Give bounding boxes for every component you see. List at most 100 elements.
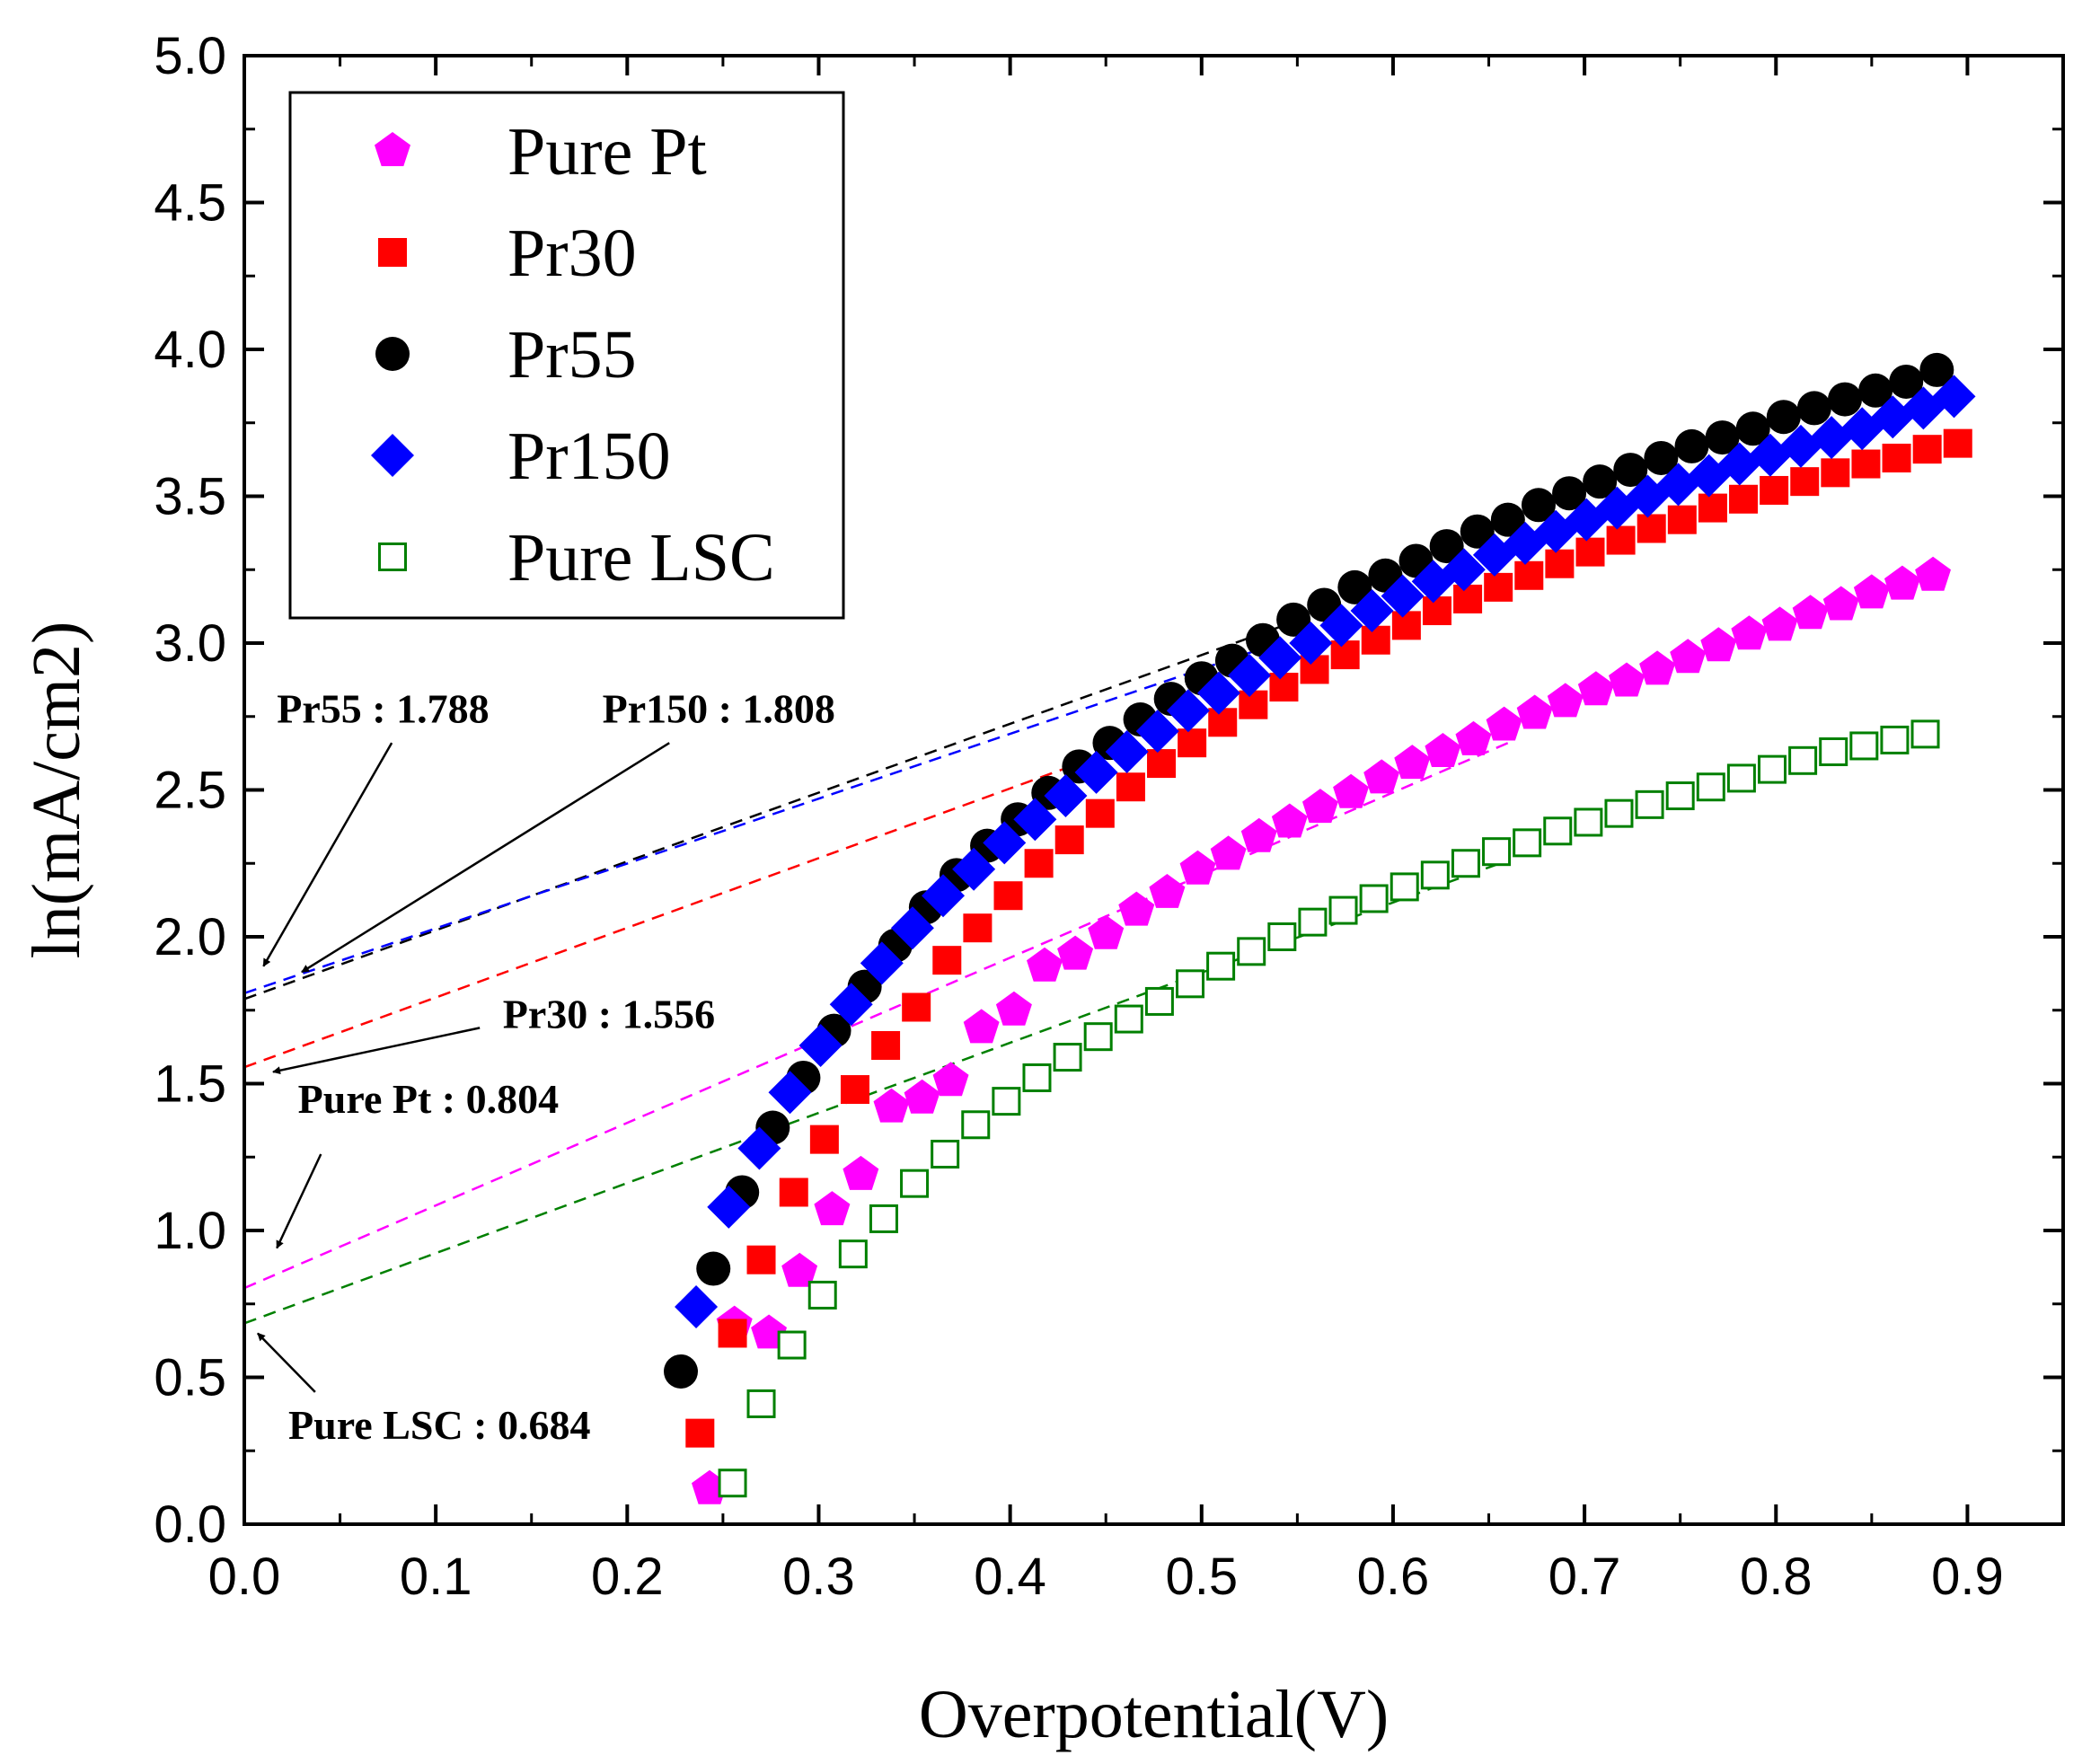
data-point (1178, 728, 1207, 758)
data-point (1490, 502, 1525, 537)
annotation-pr30: Pr30 : 1.556 (272, 991, 715, 1075)
data-point (1915, 556, 1951, 591)
data-point (1910, 719, 1940, 749)
y-tick-label: 4.5 (154, 174, 226, 233)
annotation-arrow (257, 1332, 316, 1393)
data-point (1228, 653, 1272, 697)
annotation-pr150: Pr150 : 1.808 (301, 685, 835, 974)
data-point (1420, 860, 1450, 890)
data-point (1276, 602, 1311, 637)
data-point (1210, 835, 1247, 870)
data-point (1057, 935, 1094, 970)
data-point (1391, 611, 1421, 640)
data-point (1350, 589, 1394, 633)
x-tick-label: 0.9 (1931, 1548, 2004, 1606)
data-point (1269, 673, 1299, 702)
data-point (1696, 772, 1725, 802)
data-point (1698, 493, 1727, 523)
legend-label: Pure Pt (507, 114, 707, 190)
data-point (1118, 891, 1155, 926)
annotation-label: Pure LSC : 0.684 (288, 1402, 591, 1448)
annotation-pure-lsc: Pure LSC : 0.684 (257, 1332, 591, 1448)
data-point (1442, 548, 1486, 592)
data-point (1390, 872, 1419, 902)
x-tick-label: 0.2 (591, 1548, 664, 1606)
data-point (1851, 449, 1881, 479)
data-point (1455, 720, 1492, 755)
data-point (1516, 694, 1553, 729)
data-point (1858, 373, 1893, 408)
data-point (961, 1110, 991, 1140)
data-point (1882, 443, 1911, 472)
legend-item-pr55: Pr55 (375, 317, 637, 392)
data-point (963, 1009, 1000, 1044)
legend-marker (378, 542, 407, 571)
y-tick-label: 5.0 (154, 27, 226, 85)
data-point (1810, 416, 1854, 460)
data-point (1460, 514, 1495, 549)
y-tick-label: 4.0 (154, 321, 226, 379)
data-point (992, 1087, 1021, 1116)
data-point (1298, 907, 1328, 937)
data-point (1761, 606, 1798, 641)
data-point (1943, 428, 1972, 458)
data-point (1583, 464, 1618, 499)
annotation-label: Pr30 : 1.556 (503, 991, 715, 1036)
data-point (902, 992, 931, 1022)
annotation-pr55: Pr55 : 1.788 (262, 685, 490, 967)
data-point (904, 1079, 940, 1114)
data-point (1176, 969, 1204, 999)
x-tick-label: 0.1 (400, 1548, 472, 1606)
legend-marker (378, 238, 407, 267)
data-point (1237, 937, 1266, 966)
data-point (685, 1418, 715, 1448)
data-point (1644, 440, 1679, 475)
data-point (1665, 781, 1695, 811)
data-point (1705, 420, 1740, 455)
data-point (1239, 690, 1268, 719)
data-point (1514, 560, 1544, 590)
annotation-label: Pure Pt : 0.804 (298, 1076, 559, 1122)
legend-marker (375, 132, 410, 166)
data-point (873, 1088, 910, 1123)
data-point (1766, 400, 1801, 435)
series-pr150 (675, 375, 1976, 1329)
fit-lines (243, 613, 1509, 1325)
data-point (1381, 574, 1425, 618)
data-point (1604, 798, 1634, 828)
data-point (1144, 986, 1174, 1016)
data-point (1074, 750, 1118, 794)
data-point (1085, 798, 1115, 828)
data-point (1361, 625, 1390, 655)
data-point (1166, 689, 1210, 733)
data-point (871, 1030, 901, 1060)
data-point (1196, 671, 1240, 715)
data-point (1521, 488, 1556, 523)
data-point (952, 847, 996, 891)
data-point (1330, 640, 1360, 670)
data-point (1871, 395, 1915, 439)
y-axis-title: ln(mA/cm2) (19, 622, 94, 959)
series-pr55 (664, 352, 1954, 1389)
annotation-label: Pr55 : 1.788 (277, 685, 489, 731)
axes: 0.0 0.1 0.2 0.3 0.4 0.5 0.6 0.7 0.8 0.9 0.0 0.5 1.0 1… (154, 27, 2065, 1606)
legend-item-pr150: Pr150 (371, 419, 671, 494)
data-point (993, 881, 1023, 911)
data-point (1575, 537, 1605, 567)
annotation-arrow (272, 1027, 481, 1075)
data-point (1206, 951, 1236, 981)
data-point (696, 1251, 731, 1286)
data-point (1574, 807, 1603, 837)
data-point (675, 1285, 719, 1329)
annotations: Pr55 : 1.788 Pr150 : 1.808 Pr30 : 1.556 Pur… (257, 685, 835, 1448)
data-point (1088, 914, 1125, 949)
data-point (1790, 467, 1820, 497)
data-point (1054, 825, 1084, 855)
data-point (807, 1280, 837, 1310)
data-point (922, 874, 966, 918)
data-point (1208, 708, 1238, 737)
data-point (840, 1075, 869, 1105)
series-pure-pt (692, 556, 1951, 1504)
data-point (1606, 525, 1636, 555)
